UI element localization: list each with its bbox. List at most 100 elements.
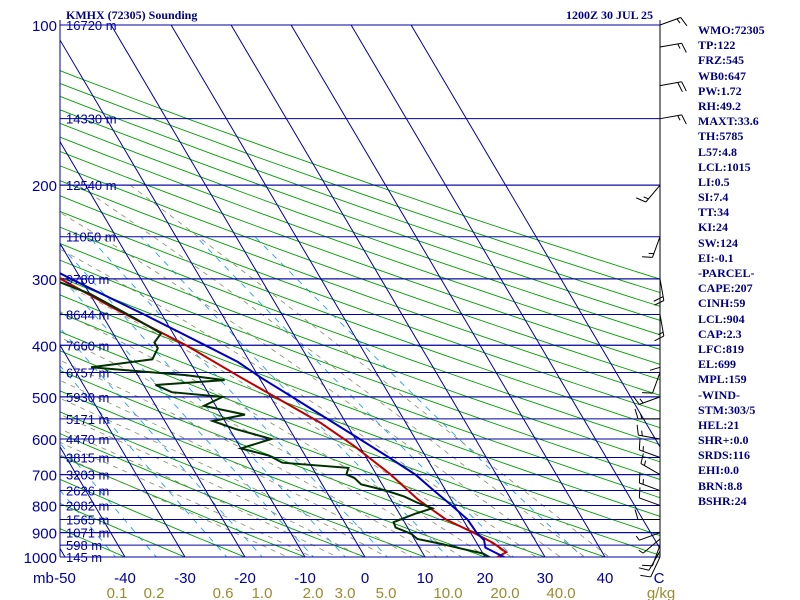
height-label: 5171 m xyxy=(66,412,109,427)
wind-barb-flag xyxy=(640,413,643,420)
dry-adiabat xyxy=(60,312,660,537)
wind-barb-staff xyxy=(639,396,661,405)
wind-barb-flag xyxy=(642,392,653,394)
moist-adiabat xyxy=(60,413,363,557)
height-label: 7660 m xyxy=(66,338,109,353)
mixing-ratio-label: 0.2 xyxy=(144,585,165,600)
moist-adiabat xyxy=(60,454,289,557)
wind-barb-flag xyxy=(632,395,640,405)
isotherm-line xyxy=(60,445,126,557)
height-label: 598 m xyxy=(66,538,102,553)
pressure-tick-label: 900 xyxy=(32,526,57,543)
moist-adiabat xyxy=(60,337,463,557)
dry-adiabat xyxy=(60,294,660,517)
mixing-ratio-line xyxy=(195,236,514,557)
sounding-index: SW:124 xyxy=(698,235,739,250)
mixing-ratio-line xyxy=(60,275,315,557)
sounding-index: LCL:1015 xyxy=(698,159,751,174)
sounding-index: EI:-0.1 xyxy=(698,250,734,265)
mixing-ratio-line xyxy=(88,236,388,557)
height-label: 3815 m xyxy=(66,450,109,465)
isotherms xyxy=(60,24,660,557)
moist-adiabat xyxy=(60,380,413,557)
mixing-ratio-label: 40.0 xyxy=(546,585,575,600)
sounding-index: LCL:904 xyxy=(698,311,745,326)
sounding-index: BRN:8.8 xyxy=(698,478,743,493)
pressure-tick-label: 800 xyxy=(32,498,57,515)
wind-barb-flag xyxy=(677,82,683,93)
mixing-ratio-label: 3.0 xyxy=(335,585,356,600)
dry-adiabat xyxy=(60,390,487,557)
mixing-ratio-label: 2.0 xyxy=(303,585,324,600)
mixing-ratio-label: 5.0 xyxy=(376,585,397,600)
wind-barb-flag xyxy=(638,472,641,484)
sounding-index: LFC:819 xyxy=(698,341,744,356)
pressure-unit-label: mb xyxy=(33,570,54,587)
wind-barb-flag xyxy=(640,574,651,578)
dry-adiabat xyxy=(60,259,660,480)
height-label: 9780 m xyxy=(66,272,109,287)
dry-adiabat xyxy=(60,136,660,350)
temperature-tick-label: -10 xyxy=(294,570,316,587)
sounding-index: CAPE:207 xyxy=(698,281,753,296)
dry-adiabat xyxy=(60,180,660,396)
isotherm-line xyxy=(410,24,660,448)
sounding-index: SHR+:0.0 xyxy=(698,433,749,448)
sounding-index: WB0:647 xyxy=(698,68,746,83)
pressure-tick-label: 100 xyxy=(32,18,57,35)
sounding-index: CAP:2.3 xyxy=(698,326,742,341)
wind-barb-flag xyxy=(638,567,650,571)
wind-barb-staff xyxy=(650,556,661,578)
moist-adiabat xyxy=(60,281,512,557)
moist-adiabat xyxy=(60,428,338,557)
mixing-ratio-label: 1.0 xyxy=(252,585,273,600)
isotherm-line xyxy=(290,24,606,557)
wind-barb-flag xyxy=(658,331,664,335)
height-label: 3203 m xyxy=(66,468,109,483)
isotherm-line xyxy=(110,24,426,557)
wind-barb-flag xyxy=(654,300,665,306)
wind-barb-flag xyxy=(636,197,647,203)
height-label: 4470 m xyxy=(66,432,109,447)
wind-barb-flag xyxy=(680,17,688,27)
dry-adiabat xyxy=(60,528,127,557)
sounding-index: HEL:21 xyxy=(698,417,740,432)
wind-barb-flag xyxy=(643,196,649,200)
observation-time: 1200Z 30 JUL 25 xyxy=(566,8,654,22)
pressure-tick-label: 300 xyxy=(32,272,57,289)
wind-barb-flag xyxy=(638,549,644,554)
wind-barb-staff xyxy=(652,372,661,394)
temperature-tick-label: 10 xyxy=(417,570,434,587)
mixing-ratio-label: 0.1 xyxy=(107,585,128,600)
temperature-tick-label: 30 xyxy=(537,570,554,587)
sounding-index: -PARCEL- xyxy=(698,266,755,280)
height-label: 12540 m xyxy=(66,178,117,193)
sounding-index: EHI:0.0 xyxy=(698,463,740,478)
mixing-ratio-line xyxy=(60,244,346,557)
dry-adiabat xyxy=(60,455,307,557)
station-title: KMHX (72305) Sounding xyxy=(66,8,198,22)
pressure-tick-label: 200 xyxy=(32,178,57,195)
dry-adiabat xyxy=(60,82,660,294)
wind-barbs xyxy=(632,17,688,578)
temperature-tick-label: 20 xyxy=(477,570,494,587)
wind-barb-flag xyxy=(677,43,681,49)
dry-adiabat xyxy=(60,210,660,429)
wind-barb-flag xyxy=(677,115,681,121)
sounding-index: SI:7.4 xyxy=(698,190,729,205)
sounding-index: MAXT:33.6 xyxy=(698,114,759,129)
dry-adiabat xyxy=(60,226,660,446)
sounding-index: L57:4.8 xyxy=(698,144,737,159)
height-label: 11050 m xyxy=(66,230,116,245)
isotherm-line xyxy=(170,24,486,557)
sounding-index: TP:122 xyxy=(698,38,736,53)
dry-adiabat xyxy=(60,95,660,307)
dry-adiabat xyxy=(60,276,660,499)
height-label: 6757 m xyxy=(66,366,109,381)
sounding-indices-list: WMO:72305 TP:122 FRZ:545 WB0:647 PW:1.72 RH:4… xyxy=(698,23,765,509)
moist-adiabat xyxy=(129,184,610,557)
pressure-tick-label: 1000 xyxy=(24,550,57,567)
dry-adiabat xyxy=(60,350,607,557)
sounding-trace xyxy=(60,272,507,557)
